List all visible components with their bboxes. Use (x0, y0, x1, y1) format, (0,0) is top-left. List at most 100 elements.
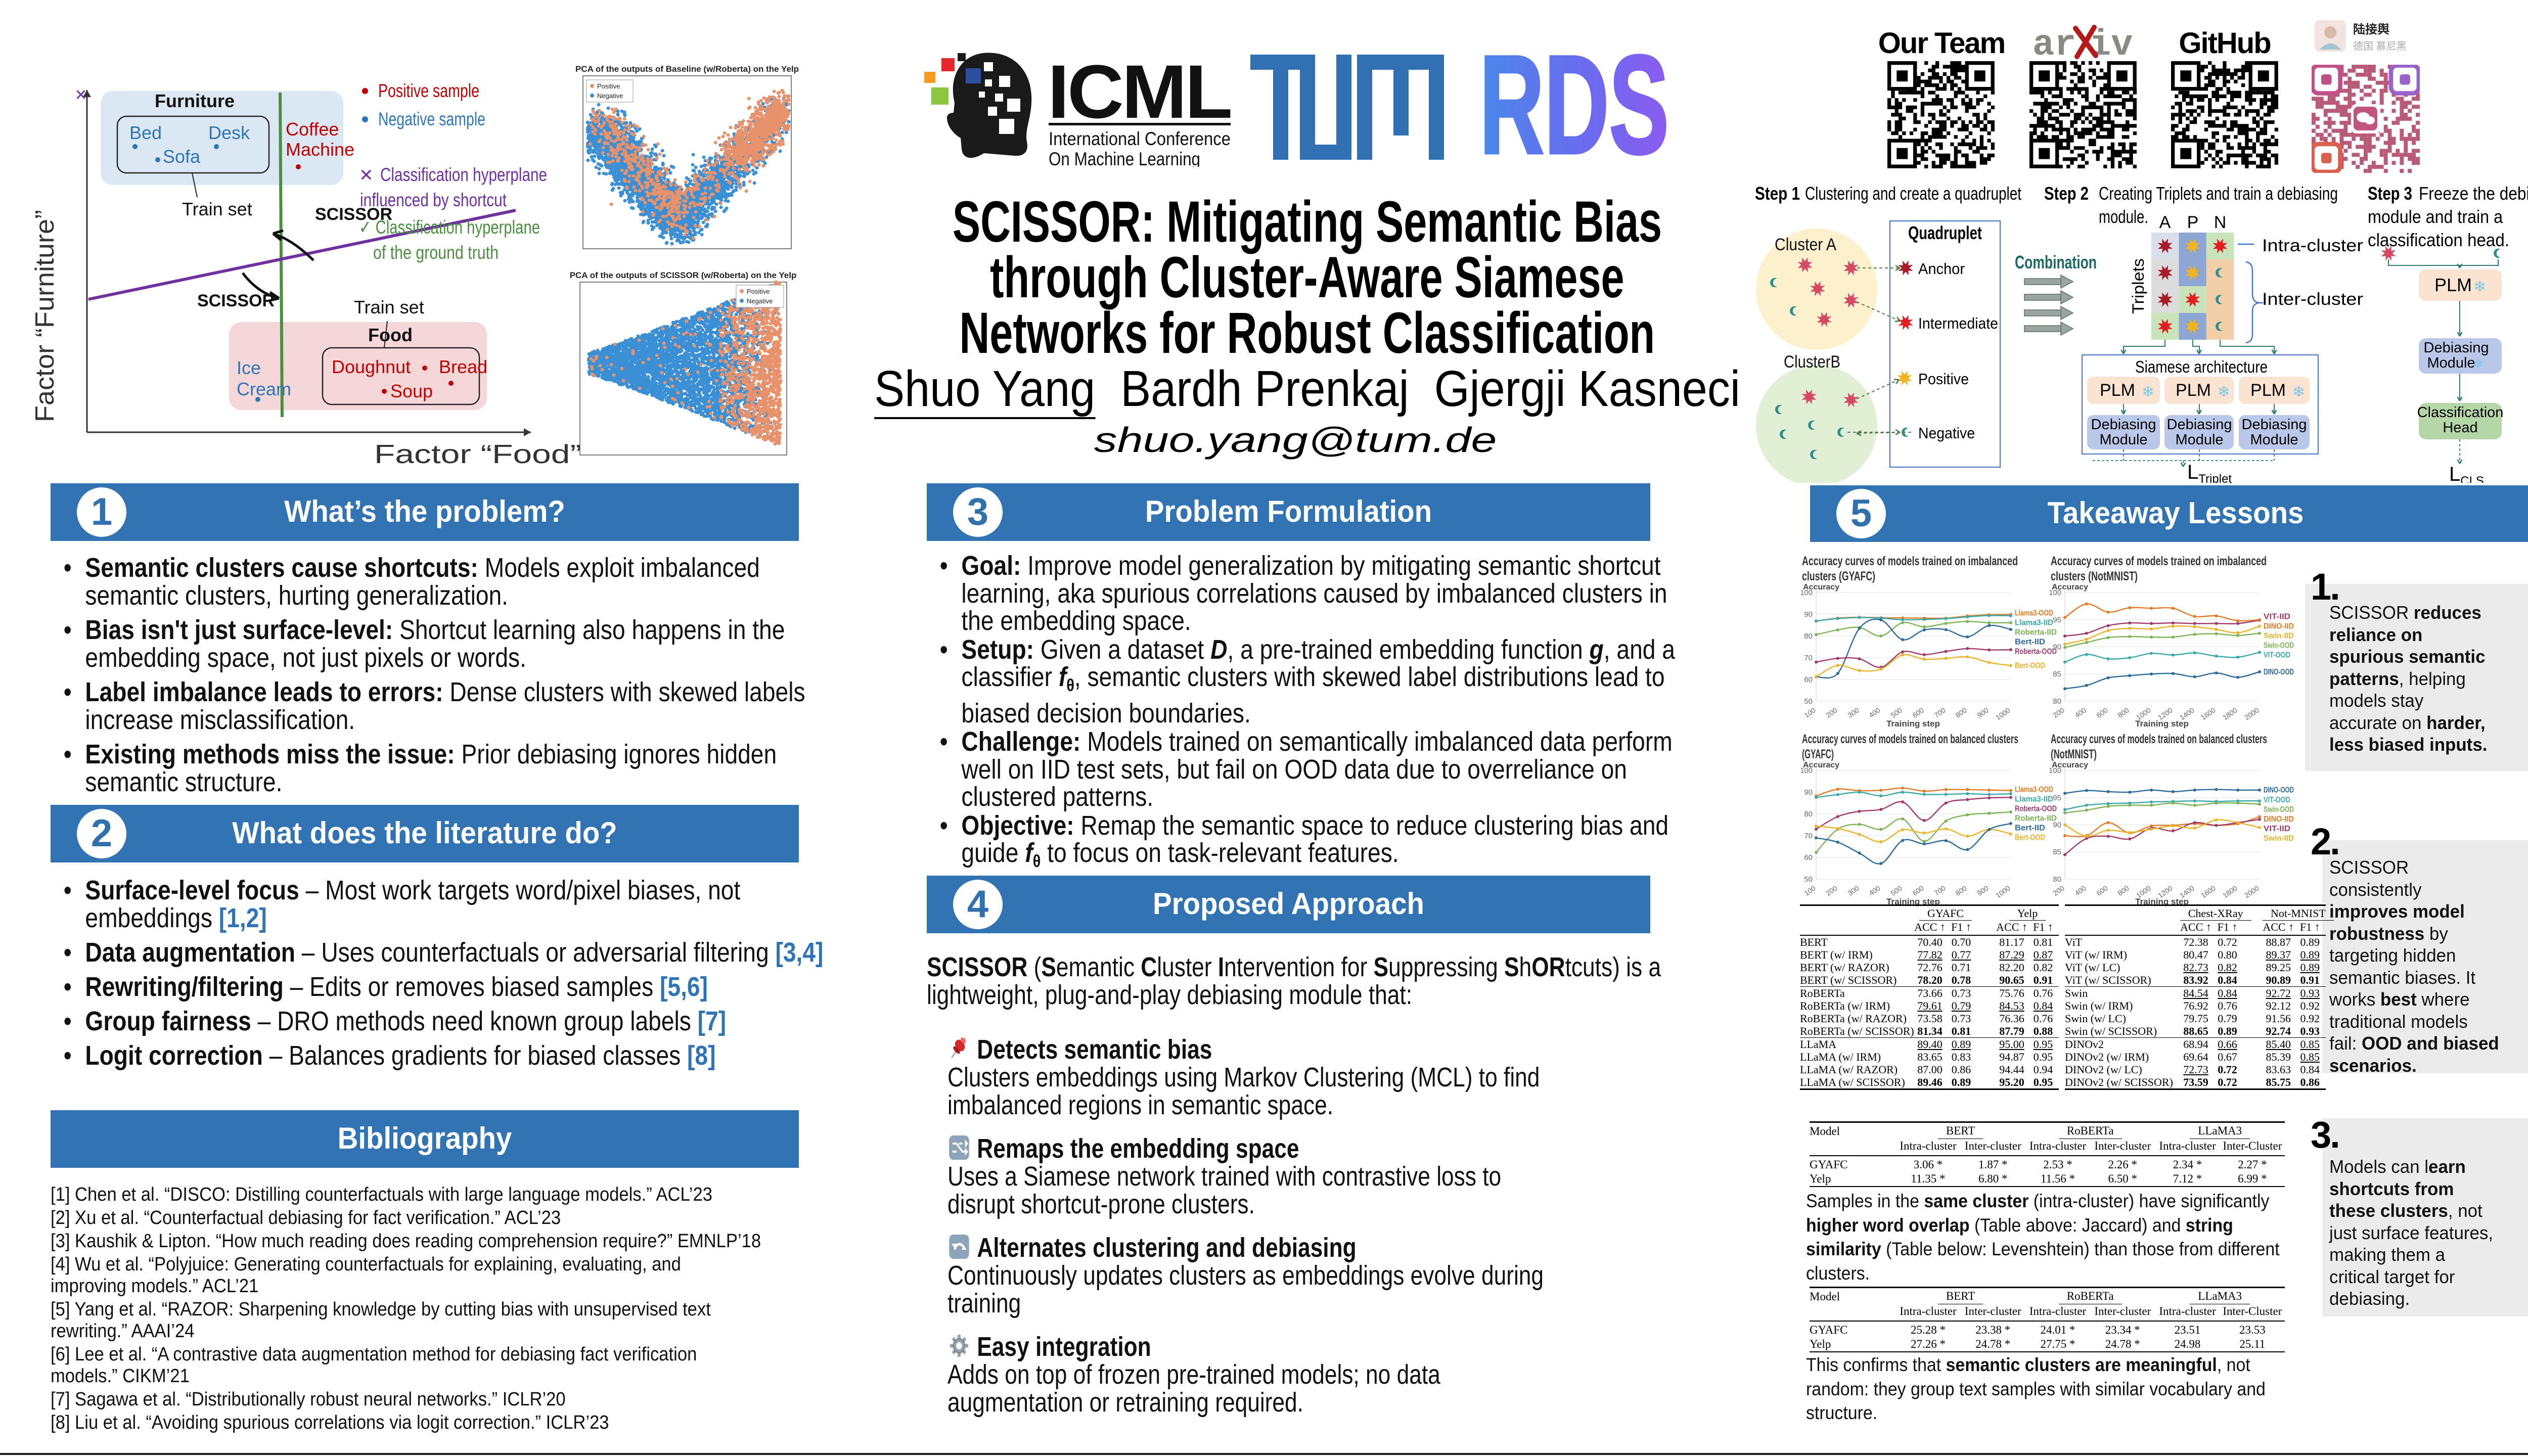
svg-text:500: 500 (1889, 884, 1903, 897)
svg-text:100: 100 (2050, 766, 2061, 775)
svg-text:900: 900 (1975, 884, 1990, 897)
svg-text:1600: 1600 (2199, 706, 2217, 721)
svg-text:❄: ❄ (2292, 384, 2305, 400)
svg-text:德国 慕尼黑: 德国 慕尼黑 (2353, 40, 2407, 52)
svg-text:❄: ❄ (2142, 384, 2154, 400)
svg-text:Accuracy: Accuracy (1803, 583, 1839, 592)
svg-text:500: 500 (1889, 706, 1903, 719)
svg-text:95: 95 (2053, 794, 2061, 802)
svg-text:Bert-IID: Bert-IID (2015, 824, 2045, 832)
svg-text:600: 600 (1911, 884, 1925, 897)
svg-text:VIT-IID: VIT-IID (2264, 825, 2290, 833)
svg-text:module.: module. (2099, 206, 2148, 227)
svg-text:Quadruplet: Quadruplet (1908, 222, 1982, 243)
svg-text:Module: Module (2099, 432, 2147, 448)
svg-text:Debiasing: Debiasing (2167, 417, 2232, 433)
svg-text:80: 80 (1804, 632, 1813, 641)
svg-text:PLM: PLM (2434, 275, 2472, 295)
svg-text:Llama3-OOD: Llama3-OOD (2015, 785, 2053, 794)
svg-text:Positive: Positive (597, 82, 620, 90)
svg-text:SCISSOR: SCISSOR (315, 205, 392, 224)
svg-text:On Machine Learning: On Machine Learning (1049, 149, 1200, 167)
svg-text:400: 400 (2073, 706, 2087, 719)
svg-text:50: 50 (1804, 697, 1813, 706)
svg-text:陆接舆: 陆接舆 (2353, 22, 2389, 36)
svg-text:PLM: PLM (2250, 381, 2286, 400)
svg-text:VIT-OOD: VIT-OOD (2264, 796, 2290, 804)
svg-text:Positive sample: Positive sample (378, 80, 479, 101)
svg-text:DINO-OOD: DINO-OOD (2264, 668, 2294, 676)
svg-text:Training step: Training step (2135, 719, 2189, 729)
svg-text:Accuracy curves of models trai: Accuracy curves of models trained on bal… (2051, 732, 2267, 746)
svg-text:100: 100 (1801, 766, 1813, 775)
svg-text:1000: 1000 (1994, 884, 2012, 899)
svg-text:Bed: Bed (129, 122, 162, 143)
svg-text:Module: Module (2250, 432, 2298, 448)
svg-text:50: 50 (1804, 875, 1813, 884)
svg-text:70: 70 (1804, 832, 1813, 840)
svg-text:Swin-OOD: Swin-OOD (2264, 805, 2294, 814)
svg-text:Coffee: Coffee (286, 119, 339, 140)
svg-text:PLM: PLM (2176, 381, 2211, 400)
svg-text:1800: 1800 (2221, 884, 2239, 899)
svg-text:Negative: Negative (597, 92, 623, 100)
svg-text:90: 90 (1804, 788, 1813, 797)
svg-text:Swin-IID: Swin-IID (2264, 631, 2294, 640)
svg-text:800: 800 (2116, 884, 2130, 897)
svg-text:Step 3: Step 3 (2368, 183, 2412, 204)
svg-text:Step 1: Step 1 (1755, 183, 1800, 204)
svg-text:LCLS: LCLS (2449, 463, 2484, 483)
svg-text:influenced by shortcut: influenced by shortcut (360, 190, 507, 210)
svg-text:Inter-cluster: Inter-cluster (2262, 290, 2363, 309)
svg-text:400: 400 (1867, 706, 1881, 719)
svg-text:Accuracy curves of models trai: Accuracy curves of models trained on imb… (2051, 554, 2267, 568)
svg-text:Module: Module (2175, 432, 2223, 448)
svg-text:Classification hyperplane: Classification hyperplane (380, 164, 547, 185)
svg-text:90: 90 (2053, 821, 2061, 830)
svg-text:Roberta-OOD: Roberta-OOD (2015, 804, 2057, 813)
svg-text:200: 200 (1824, 706, 1838, 719)
svg-text:80: 80 (1804, 810, 1813, 818)
svg-text:1600: 1600 (2199, 884, 2217, 899)
svg-text:100: 100 (1802, 706, 1817, 719)
svg-text:✕: ✕ (359, 166, 374, 185)
svg-text:Furniture: Furniture (155, 90, 235, 111)
svg-text:Freeze the debiasing: Freeze the debiasing (2419, 183, 2528, 204)
svg-text:1000: 1000 (1994, 706, 2012, 721)
svg-text:(GYAFC): (GYAFC) (1802, 747, 1834, 761)
svg-text:ICML: ICML (1048, 49, 1231, 134)
svg-text:Combination: Combination (2015, 252, 2097, 272)
svg-text:DINO-IID: DINO-IID (2264, 622, 2294, 630)
svg-text:Anchor: Anchor (1918, 260, 1965, 278)
svg-text:400: 400 (2073, 884, 2087, 897)
svg-text:Negative sample: Negative sample (378, 109, 485, 129)
svg-text:800: 800 (1954, 706, 1968, 719)
svg-text:Roberta-OOD: Roberta-OOD (2015, 647, 2057, 656)
svg-text:module and train a: module and train a (2368, 206, 2503, 227)
svg-text:Head: Head (2443, 420, 2477, 436)
svg-text:Cluster A: Cluster A (1775, 235, 1836, 254)
svg-text:200: 200 (2051, 884, 2065, 897)
svg-text:VIT-IID: VIT-IID (2264, 612, 2290, 621)
svg-text:900: 900 (1975, 706, 1990, 719)
svg-text:Debiasing: Debiasing (2242, 417, 2307, 433)
svg-text:Cream: Cream (237, 379, 291, 399)
svg-text:Intermediate: Intermediate (1918, 314, 1998, 332)
svg-text:RDS: RDS (1479, 48, 1669, 167)
svg-text:800: 800 (2116, 706, 2130, 719)
svg-text:Training step: Training step (1886, 897, 1940, 906)
svg-text:100: 100 (1801, 588, 1813, 597)
svg-text:P: P (2187, 213, 2199, 232)
svg-text:2000: 2000 (2243, 884, 2261, 899)
svg-text:Llama3-IID: Llama3-IID (2015, 795, 2053, 803)
svg-text:DINO-IID: DINO-IID (2264, 815, 2294, 824)
svg-text:Training step: Training step (2135, 897, 2189, 906)
svg-text:Accuracy: Accuracy (2052, 583, 2088, 592)
svg-text:Accuracy curves of models trai: Accuracy curves of models trained on bal… (1802, 732, 2018, 746)
svg-text:600: 600 (2095, 884, 2109, 897)
svg-text:Accuracy curves of models trai: Accuracy curves of models trained on imb… (1802, 554, 2018, 568)
svg-text:Swin-OOD: Swin-OOD (2264, 641, 2294, 650)
svg-text:Training step: Training step (1886, 719, 1940, 729)
svg-text:✓ Classification hyperplane: ✓ Classification hyperplane (359, 217, 540, 238)
svg-text:Ice: Ice (237, 357, 261, 378)
